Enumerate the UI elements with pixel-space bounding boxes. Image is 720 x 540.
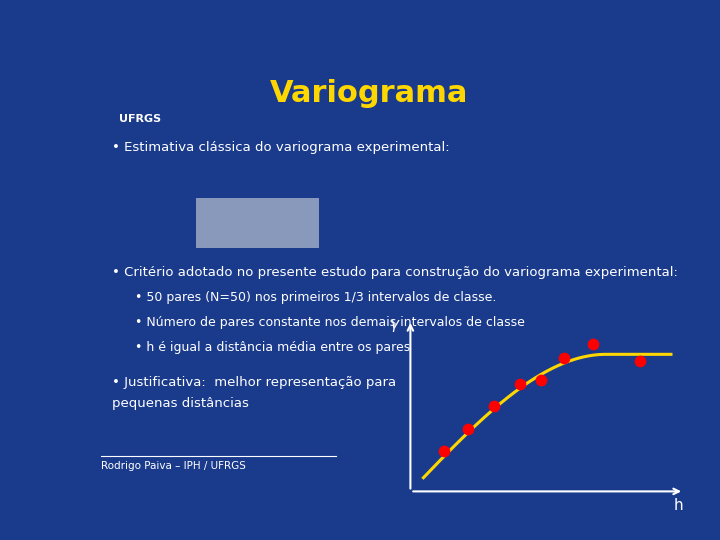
Point <box>535 376 546 384</box>
Text: • 50 pares (N=50) nos primeiros 1/3 intervalos de classe.: • 50 pares (N=50) nos primeiros 1/3 inte… <box>135 291 496 304</box>
Text: h: h <box>674 497 683 512</box>
Text: • h é igual a distância média entre os pares: • h é igual a distância média entre os p… <box>135 341 410 354</box>
Text: Rodrigo Paiva – IPH / UFRGS: Rodrigo Paiva – IPH / UFRGS <box>101 461 246 471</box>
Text: • Número de pares constante nos demais intervalos de classe: • Número de pares constante nos demais i… <box>135 316 524 329</box>
Text: γ: γ <box>390 316 400 332</box>
Point <box>559 353 570 362</box>
Point <box>488 402 500 410</box>
Text: • Justificativa:  melhor representação para: • Justificativa: melhor representação pa… <box>112 376 397 389</box>
Point <box>462 424 474 433</box>
Point <box>634 357 645 366</box>
Point <box>587 340 598 349</box>
Text: • Critério adotado no presente estudo para construção do variograma experimental: • Critério adotado no presente estudo pa… <box>112 266 678 279</box>
Text: • Estimativa clássica do variograma experimental:: • Estimativa clássica do variograma expe… <box>112 141 450 154</box>
FancyBboxPatch shape <box>196 198 319 248</box>
Text: UFRGS: UFRGS <box>119 114 161 124</box>
Point <box>438 447 450 455</box>
Text: pequenas distâncias: pequenas distâncias <box>112 397 249 410</box>
Point <box>514 380 526 388</box>
Text: Variograma: Variograma <box>270 79 468 109</box>
